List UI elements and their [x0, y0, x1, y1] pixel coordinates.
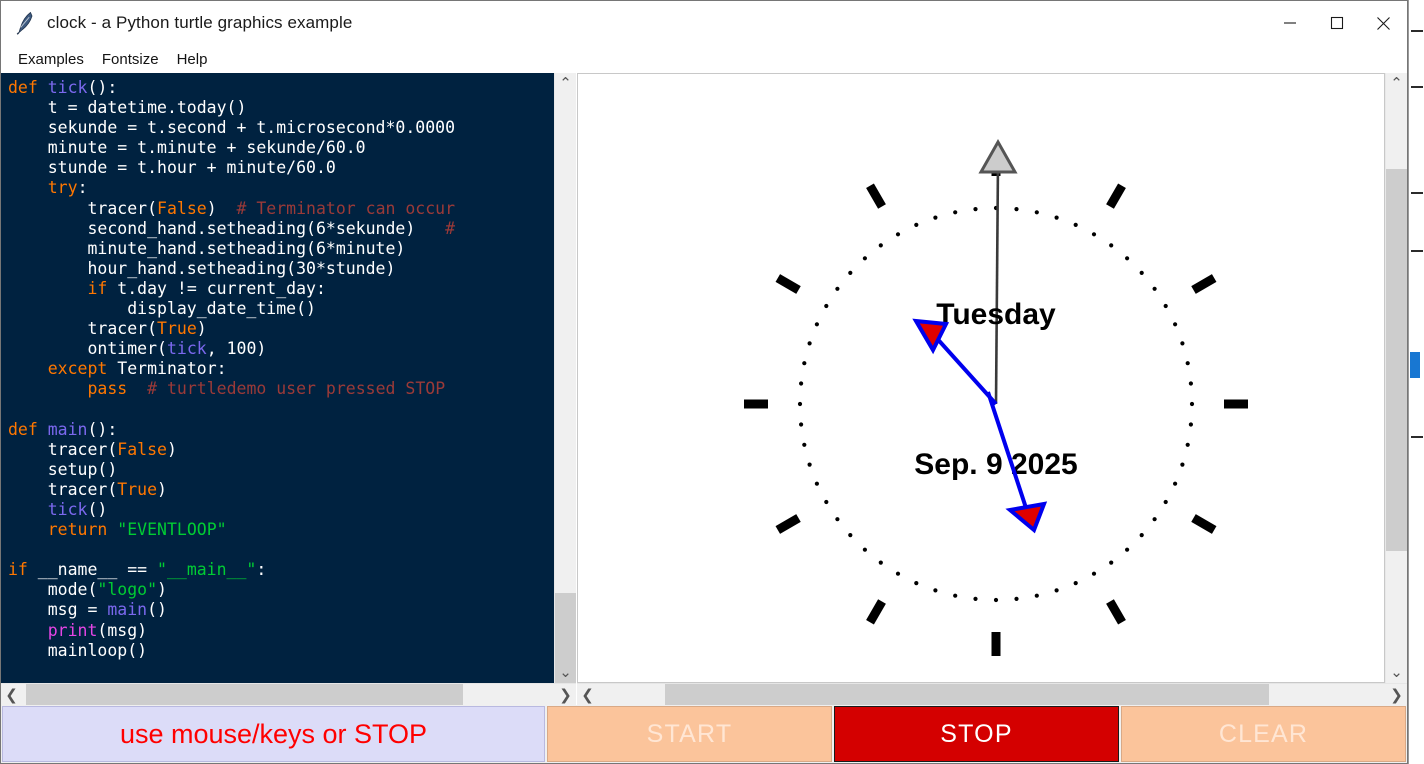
menu-item-fontsize[interactable]: Fontsize	[101, 50, 159, 68]
start-button[interactable]: START	[547, 706, 832, 762]
status-message-box: use mouse/keys or STOP	[2, 706, 545, 762]
chevron-up-icon[interactable]: ⌃	[1390, 74, 1403, 92]
code-vertical-scrollbar[interactable]: ⌃ ⌄	[554, 73, 576, 683]
weekday-label: Tuesday	[936, 298, 1056, 331]
stop-button[interactable]: STOP	[834, 706, 1119, 762]
window-controls	[1266, 1, 1407, 45]
date-label: Sep. 9 2025	[914, 448, 1077, 481]
minimize-icon[interactable]	[1266, 1, 1313, 45]
content-panes: def tick(): t = datetime.today() sekunde…	[1, 73, 1407, 707]
menu-item-help[interactable]: Help	[176, 50, 208, 68]
chevron-right-icon[interactable]: ❯	[559, 686, 572, 704]
hour-ticks	[744, 152, 1248, 656]
clock-drawing: Tuesday Sep. 9 2025	[744, 138, 1248, 656]
menu-item-examples[interactable]: Examples	[18, 50, 84, 68]
maximize-icon[interactable]	[1313, 1, 1360, 45]
turtle-canvas[interactable]: Tuesday Sep. 9 2025	[577, 73, 1385, 683]
scrollbar-thumb[interactable]	[555, 593, 576, 683]
second-hand	[978, 138, 1018, 405]
title-bar[interactable]: clock - a Python turtle graphics example	[1, 1, 1407, 45]
chevron-left-icon[interactable]: ❮	[5, 686, 18, 704]
chevron-down-icon[interactable]: ⌄	[1390, 663, 1403, 681]
chevron-left-icon[interactable]: ❮	[581, 686, 594, 704]
chevron-right-icon[interactable]: ❯	[1390, 686, 1403, 704]
bottom-bar: use mouse/keys or STOP START STOP CLEAR	[1, 705, 1407, 763]
minute-hand	[986, 391, 1048, 534]
scrollbar-thumb[interactable]	[26, 684, 463, 707]
background-window-sliver[interactable]	[1408, 0, 1424, 764]
menu-bar: Examples Fontsize Help	[1, 45, 1407, 73]
chevron-down-icon[interactable]: ⌄	[559, 663, 572, 681]
code-pane: def tick(): t = datetime.today() sekunde…	[1, 73, 577, 707]
canvas-pane: Tuesday Sep. 9 2025	[577, 73, 1407, 707]
code-editor[interactable]: def tick(): t = datetime.today() sekunde…	[1, 73, 554, 683]
canvas-horizontal-scrollbar[interactable]: ❮ ❯	[577, 683, 1407, 707]
scrollbar-thumb[interactable]	[1386, 169, 1407, 551]
window-title: clock - a Python turtle graphics example	[47, 13, 353, 32]
python-feather-icon	[13, 10, 39, 36]
canvas-vertical-scrollbar[interactable]: ⌃ ⌄	[1385, 73, 1407, 683]
hour-hand	[912, 318, 998, 406]
code-text: def tick(): t = datetime.today() sekunde…	[8, 78, 456, 660]
code-horizontal-scrollbar[interactable]: ❮ ❯	[1, 683, 576, 707]
chevron-up-icon[interactable]: ⌃	[559, 74, 572, 92]
minute-dots	[797, 205, 1195, 603]
close-icon[interactable]	[1360, 1, 1407, 45]
clear-button[interactable]: CLEAR	[1121, 706, 1406, 762]
scrollbar-thumb[interactable]	[665, 684, 1269, 707]
status-message: use mouse/keys or STOP	[119, 718, 428, 749]
